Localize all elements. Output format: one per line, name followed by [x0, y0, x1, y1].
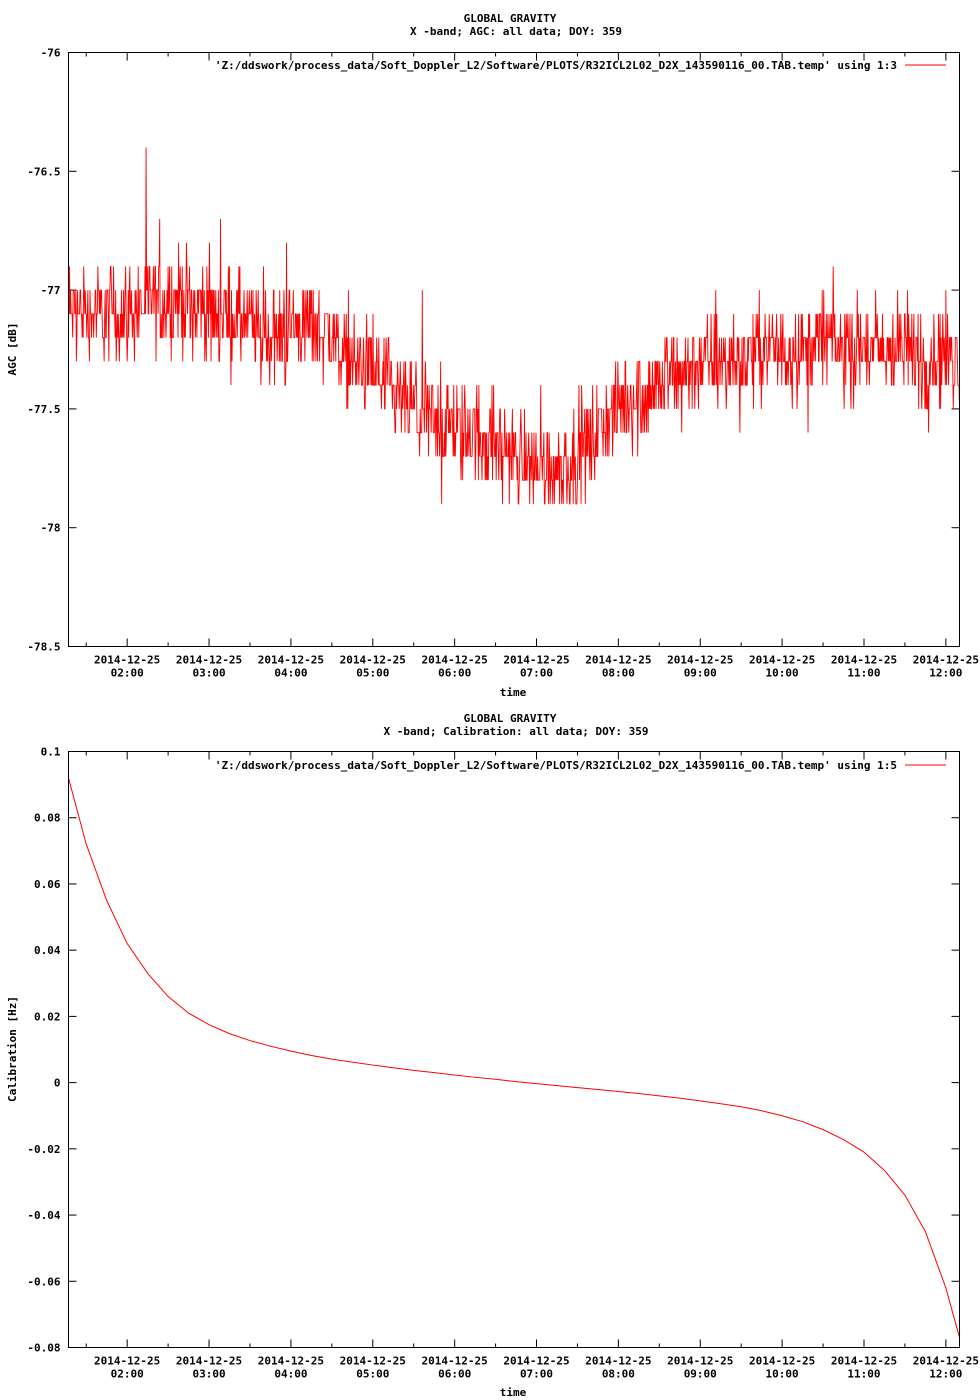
calibration-x-axis-label: time	[500, 1386, 527, 1399]
calibration-x-tick-date: 2014-12-25	[176, 1355, 242, 1368]
agc-x-tick-time: 06:00	[438, 667, 471, 680]
agc-y-tick-label: -76	[41, 47, 61, 60]
agc-x-tick-time: 10:00	[766, 667, 799, 680]
agc-chart: GLOBAL GRAVITY X -band; AGC: all data; D…	[6, 12, 979, 699]
agc-x-tick-date: 2014-12-25	[503, 654, 569, 667]
agc-x-tick-time: 08:00	[602, 667, 635, 680]
agc-x-tick-time: 11:00	[847, 667, 880, 680]
agc-axes: -76-76.5-77-77.5-78-78.52014-12-2502:002…	[27, 47, 979, 680]
calibration-x-tick-time: 10:00	[766, 1368, 799, 1381]
agc-x-tick-time: 12:00	[929, 667, 962, 680]
agc-x-tick-time: 09:00	[684, 667, 717, 680]
calibration-plot-frame	[68, 751, 960, 1348]
agc-y-axis-label: AGC [dB]	[6, 323, 19, 376]
calibration-x-tick-time: 12:00	[929, 1368, 962, 1381]
calibration-x-tick-date: 2014-12-25	[667, 1355, 733, 1368]
calibration-x-tick-date: 2014-12-25	[94, 1355, 160, 1368]
calibration-x-tick-date: 2014-12-25	[422, 1355, 488, 1368]
agc-y-tick-label: -78.5	[27, 641, 60, 654]
calibration-series	[68, 777, 960, 1338]
agc-chart-subtitle: X -band; AGC: all data; DOY: 359	[410, 25, 622, 38]
calibration-series-line	[68, 777, 960, 1338]
calibration-chart-subtitle: X -band; Calibration: all data; DOY: 359	[384, 725, 649, 738]
calibration-y-tick-label: 0.1	[41, 746, 61, 759]
calibration-x-tick-time: 03:00	[192, 1368, 225, 1381]
agc-y-tick-label: -76.5	[27, 165, 60, 178]
agc-x-tick-date: 2014-12-25	[94, 654, 160, 667]
calibration-x-tick-date: 2014-12-25	[749, 1355, 815, 1368]
agc-y-tick-label: -78	[41, 522, 61, 535]
calibration-y-tick-label: 0.04	[34, 944, 61, 957]
calibration-chart-title: GLOBAL GRAVITY	[464, 712, 557, 725]
agc-series-line	[68, 147, 960, 505]
agc-x-tick-date: 2014-12-25	[913, 654, 979, 667]
agc-x-axis-label: time	[500, 686, 527, 699]
calibration-y-tick-label: 0.06	[34, 878, 61, 891]
calibration-axes: 0.1 0.08 0.06 0.04 0.02 0 -0.02 -0.04 -0.06 -0.08…	[27, 746, 979, 1381]
calibration-x-tick-time: 11:00	[847, 1368, 880, 1381]
agc-y-tick-label: -77.5	[27, 403, 60, 416]
calibration-y-tick-label: -0.08	[27, 1342, 60, 1355]
agc-plot-frame	[68, 52, 960, 647]
calibration-y-tick-label: 0.02	[34, 1010, 61, 1023]
calibration-x-tick-date: 2014-12-25	[340, 1355, 406, 1368]
agc-x-tick-date: 2014-12-25	[667, 654, 733, 667]
agc-y-tick-label: -77	[41, 284, 61, 297]
calibration-x-tick-date: 2014-12-25	[503, 1355, 569, 1368]
agc-x-tick-date: 2014-12-25	[340, 654, 406, 667]
calibration-y-tick-label: 0.08	[34, 812, 61, 825]
calibration-y-tick-label: -0.04	[27, 1209, 60, 1222]
agc-x-tick-date: 2014-12-25	[831, 654, 897, 667]
agc-x-tick-date: 2014-12-25	[585, 654, 651, 667]
calibration-x-tick-date: 2014-12-25	[585, 1355, 651, 1368]
agc-x-tick-time: 02:00	[111, 667, 144, 680]
agc-x-tick-date: 2014-12-25	[176, 654, 242, 667]
calibration-x-tick-date: 2014-12-25	[258, 1355, 324, 1368]
agc-series	[68, 147, 960, 505]
calibration-y-tick-label: -0.06	[27, 1275, 60, 1288]
calibration-x-tick-time: 09:00	[684, 1368, 717, 1381]
agc-x-tick-date: 2014-12-25	[749, 654, 815, 667]
calibration-x-tick-time: 02:00	[111, 1368, 144, 1381]
calibration-chart: GLOBAL GRAVITY X -band; Calibration: all…	[6, 712, 979, 1399]
calibration-y-tick-label: -0.02	[27, 1143, 60, 1156]
calibration-x-tick-time: 08:00	[602, 1368, 635, 1381]
calibration-x-tick-time: 06:00	[438, 1368, 471, 1381]
agc-x-tick-time: 03:00	[192, 667, 225, 680]
calibration-x-tick-time: 07:00	[520, 1368, 553, 1381]
calibration-legend-label: 'Z:/ddswork/process_data/Soft_Doppler_L2…	[215, 759, 897, 772]
calibration-x-tick-date: 2014-12-25	[913, 1355, 979, 1368]
calibration-y-axis-label: Calibration [Hz]	[6, 996, 19, 1102]
agc-x-tick-time: 07:00	[520, 667, 553, 680]
agc-legend-label: 'Z:/ddswork/process_data/Soft_Doppler_L2…	[215, 59, 897, 72]
agc-x-tick-date: 2014-12-25	[258, 654, 324, 667]
calibration-y-tick-label: 0	[54, 1077, 61, 1090]
calibration-x-tick-time: 04:00	[274, 1368, 307, 1381]
agc-x-tick-time: 05:00	[356, 667, 389, 680]
agc-x-tick-time: 04:00	[274, 667, 307, 680]
calibration-x-tick-date: 2014-12-25	[831, 1355, 897, 1368]
calibration-x-tick-time: 05:00	[356, 1368, 389, 1381]
agc-x-tick-date: 2014-12-25	[422, 654, 488, 667]
agc-chart-title: GLOBAL GRAVITY	[464, 12, 557, 25]
